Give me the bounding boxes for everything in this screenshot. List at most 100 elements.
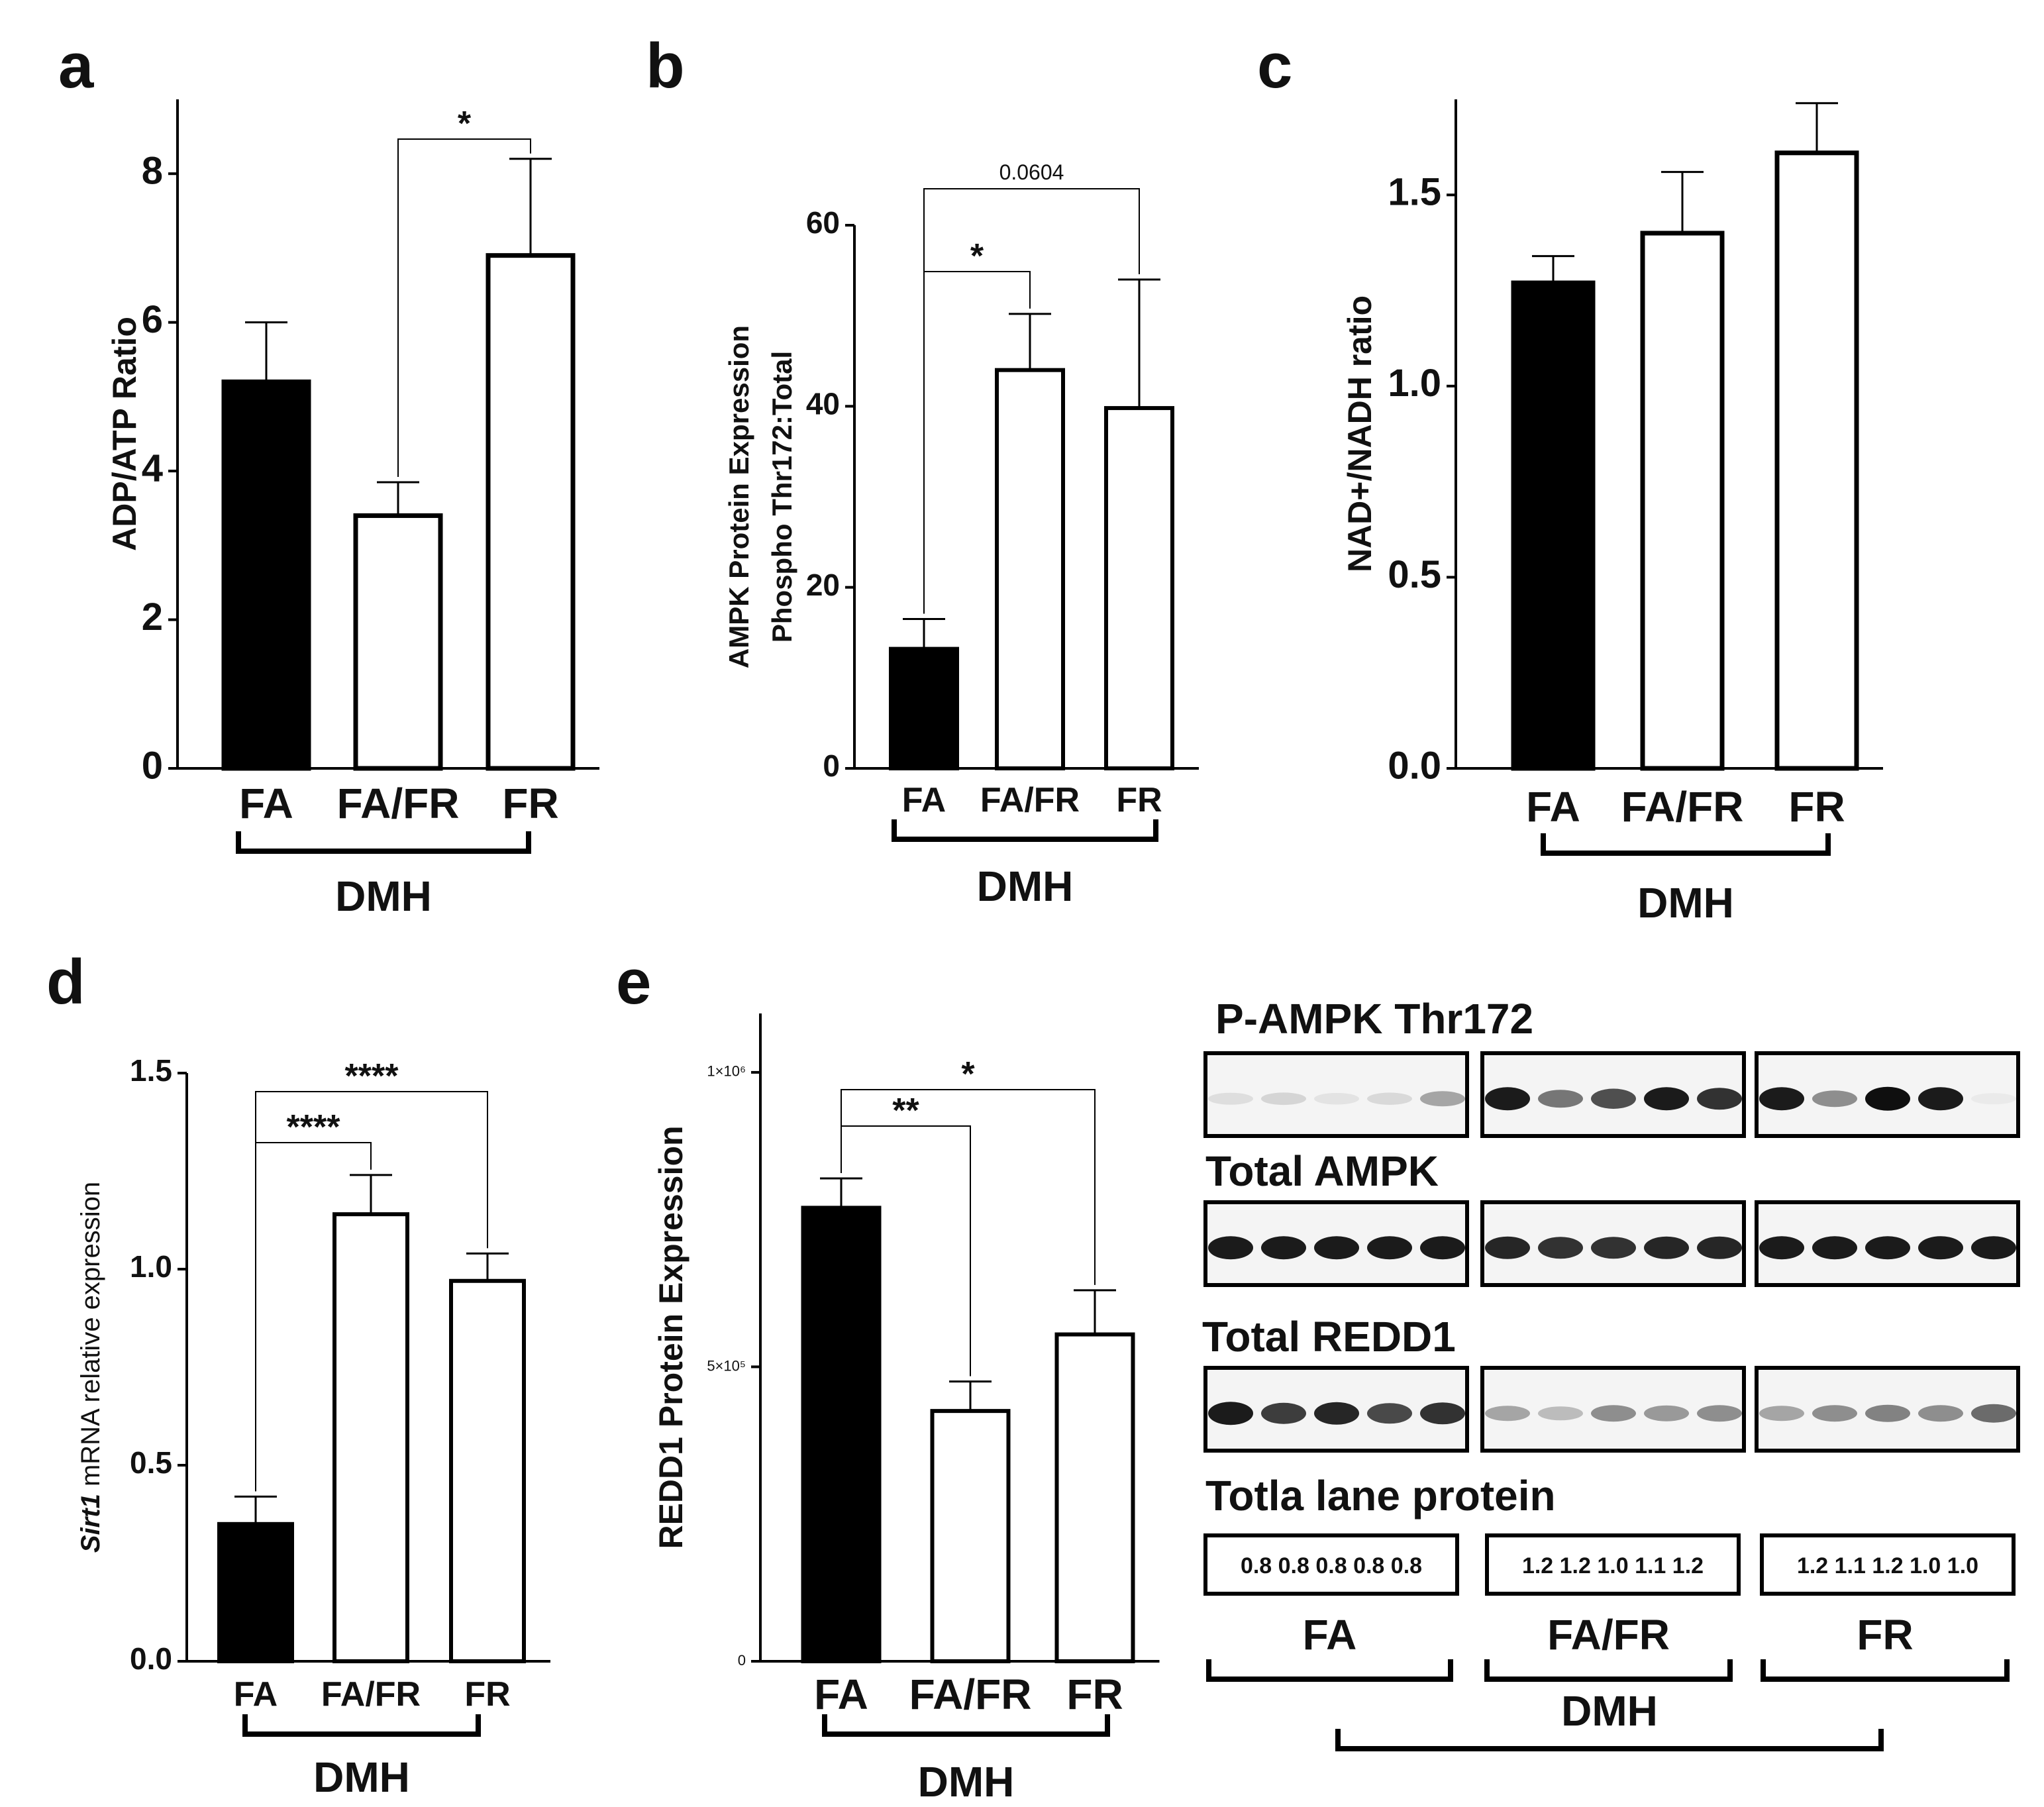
- blot-band: [1918, 1236, 1963, 1260]
- x-tick-label: FA: [239, 780, 293, 827]
- blot-band: [1697, 1405, 1742, 1422]
- y-tick-label: 40: [806, 386, 840, 421]
- panel-letter-c: c: [1257, 30, 1292, 101]
- panel-letter-e: e: [616, 947, 651, 1017]
- blot-band: [1367, 1236, 1412, 1260]
- y-axis-title-2: Phospho Thr172:Total: [766, 351, 797, 643]
- y-tick-label: 0.5: [1388, 553, 1441, 596]
- y-axis-title-rest: mRNA relative expression: [76, 1182, 105, 1494]
- significance-label: *: [970, 237, 984, 276]
- blot-group-label: FA/FR: [1547, 1611, 1670, 1659]
- y-axis-title: AMPK Protein Expression: [723, 325, 754, 668]
- lane-protein-values: 1.2 1.1 1.2 1.0 1.0: [1797, 1553, 1978, 1578]
- blot-band: [1538, 1090, 1583, 1108]
- blot-group-bracket: [1761, 1659, 2010, 1682]
- y-tick-label: 4: [142, 446, 163, 490]
- x-tick-label: FA/FR: [337, 780, 460, 827]
- bar-fr: [1774, 150, 1859, 771]
- group-label: DMH: [335, 872, 432, 920]
- blot-band: [1314, 1402, 1359, 1425]
- blot-band: [1812, 1405, 1857, 1422]
- y-tick-label: 5×10⁵: [707, 1357, 746, 1374]
- significance-label: *: [961, 1055, 975, 1094]
- significance-bracket: [255, 1091, 488, 1492]
- blot-band: [1485, 1236, 1530, 1259]
- y-tick-label: 6: [142, 298, 163, 341]
- blot-title: Total REDD1: [1202, 1313, 1456, 1361]
- x-tick-label: FR: [1788, 783, 1845, 831]
- chart-a: 0 2 4 6 8 FA FA/FR FR ADP/ATP Ratio DMH *: [106, 99, 599, 920]
- y-axis-title: NAD+/NADH ratio: [1341, 295, 1378, 572]
- group-label: DMH: [918, 1758, 1015, 1806]
- y-tick-label: 0: [738, 1652, 746, 1669]
- blot-band: [1644, 1236, 1689, 1259]
- group-label: DMH: [1637, 879, 1734, 927]
- blot-band: [1261, 1236, 1306, 1260]
- group-bracket: [242, 1714, 481, 1737]
- blot-band: [1971, 1093, 2016, 1105]
- blot-band: [1918, 1087, 1963, 1111]
- y-axis-title: Sirt1 mRNA relative expression: [76, 1182, 105, 1553]
- blot-title: Total AMPK: [1205, 1147, 1439, 1195]
- y-tick-label: 0.0: [1388, 744, 1441, 787]
- y-tick-label: 60: [806, 205, 840, 240]
- blot-band: [1485, 1406, 1530, 1421]
- group-label: DMH: [977, 862, 1074, 910]
- bar-fa: [1511, 280, 1596, 771]
- blot-band: [1759, 1087, 1804, 1111]
- blot-band: [1865, 1404, 1910, 1422]
- y-tick-label: 0: [823, 749, 840, 783]
- y-tick-label: 1.0: [130, 1249, 172, 1284]
- group-bracket: [1541, 833, 1831, 856]
- chart-b: 0 20 40 60 FA FA/FR FR AMPK Protein Expression P…: [723, 160, 1199, 910]
- blot-band: [1591, 1088, 1636, 1109]
- chart-d: 0.0 0.5 1.0 1.5 FA FA/FR FR Sirt1 mRNA relative…: [76, 1053, 550, 1801]
- significance-label: **: [892, 1092, 919, 1130]
- blot-band: [1971, 1404, 2016, 1423]
- bar-fr: [485, 253, 576, 771]
- blot-title: P-AMPK Thr172: [1215, 995, 1533, 1043]
- panel-letter-b: b: [646, 30, 685, 101]
- blot-band: [1918, 1405, 1963, 1422]
- y-tick-label: 20: [806, 568, 840, 602]
- y-tick-label: 2: [142, 595, 163, 639]
- significance-label: ****: [345, 1057, 399, 1096]
- blot-band: [1314, 1236, 1359, 1260]
- significance-label: *: [458, 105, 472, 143]
- y-axis-title: REDD1 Protein Expression: [652, 1125, 690, 1549]
- blot-band: [1367, 1092, 1412, 1105]
- blot-band: [1314, 1092, 1359, 1105]
- bar-fr: [1104, 406, 1174, 770]
- significance-bracket: [397, 138, 531, 477]
- significance-bracket: [841, 1089, 1096, 1285]
- x-tick-label: FA: [902, 781, 946, 819]
- bar-fa: [217, 1522, 294, 1664]
- lane-protein-values: 0.8 0.8 0.8 0.8 0.8: [1241, 1553, 1422, 1578]
- blot-band: [1420, 1402, 1465, 1425]
- x-tick-label: FA: [814, 1671, 868, 1718]
- blot-band: [1591, 1405, 1636, 1422]
- x-tick-label: FR: [1116, 781, 1162, 819]
- group-label: DMH: [313, 1753, 410, 1801]
- blot-group-bracket: [1484, 1659, 1733, 1682]
- y-axis-title: ADP/ATP Ratio: [106, 317, 143, 551]
- y-tick-label: 1.5: [130, 1053, 172, 1088]
- blot-band: [1644, 1405, 1689, 1421]
- blot-band: [1538, 1406, 1583, 1421]
- blot-band: [1485, 1087, 1530, 1111]
- bar-fa-fr: [332, 1212, 409, 1663]
- x-tick-label: FA/FR: [909, 1671, 1032, 1718]
- blot-band: [1208, 1236, 1253, 1260]
- blot-group-bracket: [1206, 1659, 1453, 1682]
- x-tick-label: FR: [464, 1675, 510, 1714]
- blot-band: [1591, 1237, 1636, 1259]
- blot-band: [1208, 1402, 1253, 1425]
- blot-band: [1644, 1087, 1689, 1111]
- blot-band: [1971, 1236, 2016, 1260]
- blot-band: [1697, 1236, 1742, 1259]
- blot-band: [1367, 1403, 1412, 1424]
- y-tick-label: 8: [142, 150, 163, 193]
- lane-protein-box: [1485, 1533, 1741, 1596]
- group-bracket: [892, 819, 1158, 842]
